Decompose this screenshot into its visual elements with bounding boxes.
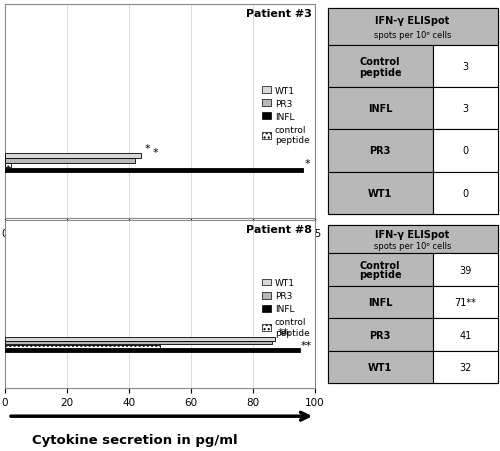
- Bar: [5, 341, 272, 345]
- Bar: [433, 351, 498, 383]
- Bar: [433, 88, 498, 130]
- Bar: [5, 159, 135, 163]
- Text: Control: Control: [360, 56, 401, 66]
- Text: Control: Control: [360, 261, 401, 271]
- Text: Patient #3: Patient #3: [246, 9, 312, 19]
- Bar: [5, 349, 300, 352]
- Text: *: *: [305, 158, 310, 168]
- Text: IFN-γ ELISpot: IFN-γ ELISpot: [376, 230, 450, 239]
- Text: 71**: 71**: [454, 298, 476, 308]
- Bar: [328, 226, 498, 254]
- Bar: [433, 318, 498, 351]
- Text: WT1: WT1: [368, 188, 392, 198]
- Bar: [328, 351, 433, 383]
- Text: spots per 10⁶ cells: spots per 10⁶ cells: [374, 241, 451, 250]
- Bar: [5, 337, 274, 341]
- Text: peptide: peptide: [359, 68, 402, 78]
- Text: Patient #8: Patient #8: [246, 224, 312, 235]
- Text: Cytokine secretion in pg/ml: Cytokine secretion in pg/ml: [32, 433, 238, 446]
- Text: *: *: [152, 148, 158, 158]
- Text: INFL: INFL: [368, 104, 392, 114]
- Text: **: **: [301, 340, 312, 350]
- Legend: WT1, PR3, INFL, control
peptide: WT1, PR3, INFL, control peptide: [262, 278, 310, 338]
- Text: **: **: [280, 331, 290, 341]
- Bar: [5, 154, 141, 158]
- Text: 32: 32: [459, 362, 471, 372]
- Text: PR3: PR3: [370, 146, 391, 156]
- Text: IFN-γ ELISpot: IFN-γ ELISpot: [376, 16, 450, 26]
- Bar: [433, 286, 498, 318]
- Bar: [328, 172, 433, 214]
- Text: *: *: [145, 143, 150, 153]
- Bar: [328, 46, 433, 88]
- Bar: [5, 169, 302, 173]
- Bar: [5, 345, 160, 349]
- Legend: WT1, PR3, INFL, control
peptide: WT1, PR3, INFL, control peptide: [262, 86, 310, 146]
- Bar: [328, 9, 498, 46]
- Text: 0: 0: [462, 146, 468, 156]
- Bar: [433, 130, 498, 172]
- Text: 3: 3: [462, 62, 468, 72]
- Bar: [5, 164, 11, 168]
- Text: 0: 0: [462, 188, 468, 198]
- Text: 39: 39: [459, 265, 471, 275]
- Text: WT1: WT1: [368, 362, 392, 372]
- Text: spots per 10⁶ cells: spots per 10⁶ cells: [374, 31, 451, 40]
- Text: 41: 41: [459, 330, 471, 340]
- Bar: [433, 172, 498, 214]
- Bar: [328, 318, 433, 351]
- Bar: [433, 46, 498, 88]
- Bar: [328, 254, 433, 286]
- Text: **: **: [278, 327, 289, 337]
- Bar: [328, 286, 433, 318]
- Bar: [328, 88, 433, 130]
- Bar: [433, 254, 498, 286]
- Text: INFL: INFL: [368, 298, 392, 308]
- Text: 3: 3: [462, 104, 468, 114]
- Bar: [328, 130, 433, 172]
- Text: peptide: peptide: [359, 269, 402, 279]
- Text: PR3: PR3: [370, 330, 391, 340]
